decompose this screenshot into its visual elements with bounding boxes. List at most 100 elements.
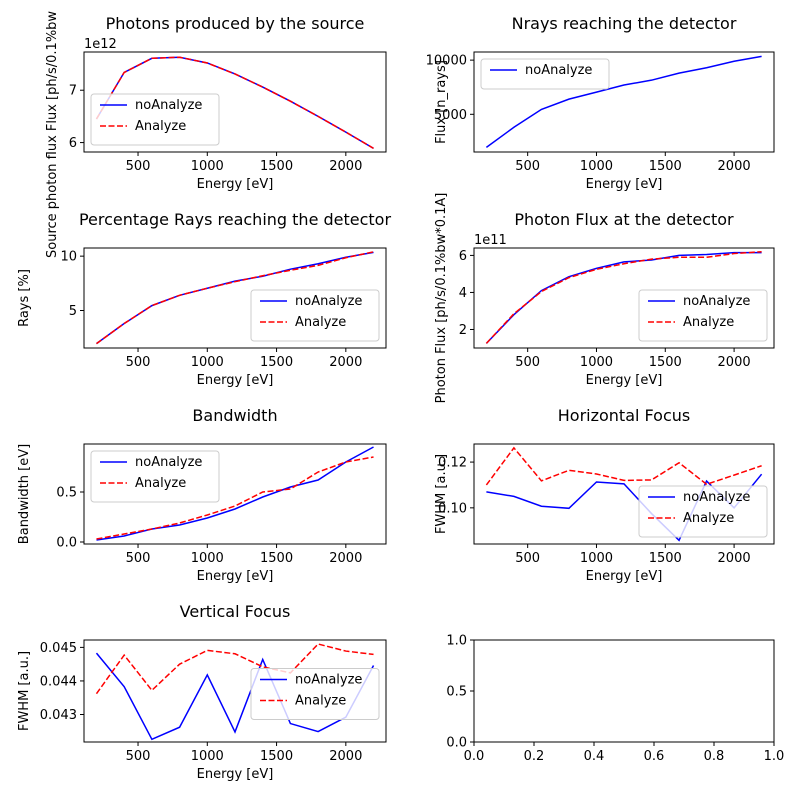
y-axis-label: FWHM [a.u.] — [434, 454, 449, 534]
x-tick-label: 2000 — [718, 551, 751, 566]
subplot-title: Vertical Focus — [180, 602, 291, 621]
legend-label: noAnalyze — [525, 63, 592, 78]
x-tick-label: 1000 — [191, 355, 224, 370]
x-axis-label: Energy [eV] — [586, 373, 663, 388]
legend-box — [638, 485, 768, 538]
y-tick-label: 0.10 — [438, 501, 467, 516]
x-tick-label: 500 — [515, 159, 540, 174]
y-tick-label: 2 — [459, 323, 467, 338]
offset-text: 1e11 — [474, 233, 507, 248]
y-tick-label: 0.12 — [438, 456, 467, 471]
legend-box — [250, 289, 380, 342]
x-tick-label: 500 — [126, 749, 151, 764]
x-tick-label: 0.6 — [644, 749, 665, 764]
subplot-title: Nrays reaching the detector — [512, 14, 737, 33]
x-axis-label: Energy [eV] — [586, 177, 663, 192]
x-tick-label: 1000 — [580, 551, 613, 566]
series-line-analyze — [96, 456, 374, 540]
subplot-3: 500 1000 1500 2000 5 10 Percentage Rays reachi… — [17, 210, 391, 388]
series-line-analyze — [485, 250, 762, 344]
legend-label: Analyze — [295, 694, 346, 709]
y-tick-label: 0.043 — [40, 708, 77, 723]
subplot-4: 500 1000 1500 2000 2 4 6 Photon Flux at the det… — [434, 193, 775, 403]
legend: noAnalyze Analyze — [250, 668, 380, 720]
y-tick-label: 6 — [69, 136, 77, 151]
x-tick-label: 1500 — [260, 551, 293, 566]
legend-label: noAnalyze — [295, 294, 362, 309]
y-tick-label: 10 — [60, 250, 77, 265]
y-tick-label: 0.045 — [40, 641, 77, 656]
x-tick-label: 1500 — [649, 159, 682, 174]
legend-box — [90, 93, 220, 146]
y-axis-label: Bandwidth [eV] — [17, 444, 32, 544]
y-tick-label: 5000 — [434, 108, 467, 123]
subplot-7: 500 1000 1500 2000 0.043 0.044 0.045 Vertical F… — [17, 602, 387, 782]
axes-frame — [473, 639, 775, 743]
x-axis-label: Energy [eV] — [586, 569, 663, 584]
series-line-analyze — [95, 56, 374, 149]
x-tick-label: 1000 — [580, 355, 613, 370]
y-tick-label: 7 — [69, 84, 77, 99]
y-tick-label: 1.0 — [446, 634, 467, 649]
legend-label: Analyze — [683, 511, 734, 526]
y-tick-label: 6 — [459, 249, 467, 264]
subplot-5: 500 1000 1500 2000 0.0 0.5 Bandwidth Energy [eV… — [17, 406, 387, 584]
y-axis-label: Flux [n_rays] — [434, 60, 449, 144]
series-line-analyze — [96, 251, 374, 345]
y-axis-label: Rays [%] — [17, 269, 32, 327]
x-tick-label: 2000 — [329, 749, 362, 764]
legend-label: Analyze — [295, 315, 346, 330]
x-axis-label: Energy [eV] — [197, 373, 274, 388]
x-tick-label: 1.0 — [764, 749, 785, 764]
series-line-noanalyze — [95, 652, 375, 741]
legend: noAnalyze Analyze — [90, 450, 220, 503]
y-tick-label: 10000 — [426, 54, 467, 69]
axes-frame — [83, 639, 387, 743]
axes-frame — [83, 51, 387, 153]
x-tick-label: 1000 — [580, 159, 613, 174]
legend-box — [250, 668, 380, 720]
x-tick-label: 500 — [126, 355, 151, 370]
series-line-noanalyze — [485, 55, 762, 148]
subplot-title: Percentage Rays reaching the detector — [79, 210, 392, 229]
legend-box — [638, 289, 768, 342]
x-axis-label: Energy [eV] — [197, 177, 274, 192]
subplot-title: Photon Flux at the detector — [514, 210, 734, 229]
legend: noAnalyze Analyze — [638, 289, 768, 342]
x-tick-label: 1000 — [191, 159, 224, 174]
legend-label: noAnalyze — [295, 673, 362, 688]
x-tick-label: 500 — [126, 159, 151, 174]
axes-frame — [83, 443, 387, 545]
subplot-6: 500 1000 1500 2000 0.10 0.12 Horizontal Focus E… — [434, 406, 775, 584]
x-tick-label: 1500 — [649, 551, 682, 566]
legend-label: noAnalyze — [683, 490, 750, 505]
subplot-1: 500 1000 1500 2000 6 7 Photons produced by the… — [45, 11, 387, 258]
x-axis-label: Energy [eV] — [197, 767, 274, 782]
subplot-2: 500 1000 1500 2000 5000 10000 Nrays reaching t… — [426, 14, 775, 192]
legend-label: noAnalyze — [683, 294, 750, 309]
y-tick-label: 0.5 — [446, 685, 467, 700]
x-tick-label: 1000 — [191, 749, 224, 764]
axes-frame — [473, 51, 775, 153]
legend: noAnalyze Analyze — [638, 485, 768, 538]
x-tick-label: 2000 — [329, 159, 362, 174]
subplot-title: Horizontal Focus — [558, 406, 690, 425]
legend-box — [480, 58, 610, 90]
y-tick-label: 4 — [459, 286, 467, 301]
legend-box — [90, 450, 220, 503]
x-tick-label: 0.0 — [464, 749, 485, 764]
x-tick-label: 2000 — [718, 355, 751, 370]
x-tick-label: 1500 — [260, 749, 293, 764]
legend: noAnalyze Analyze — [90, 93, 220, 146]
y-axis-label: FWHM [a.u.] — [17, 651, 32, 731]
legend-label: noAnalyze — [135, 455, 202, 470]
series-line-analyze — [485, 446, 762, 486]
x-tick-label: 1500 — [260, 355, 293, 370]
y-tick-label: 0.0 — [446, 736, 467, 751]
subplot-title: Bandwidth — [192, 406, 277, 425]
y-tick-label: 0.5 — [56, 486, 77, 501]
x-axis-label: Energy [eV] — [197, 569, 274, 584]
y-tick-label: 0.044 — [40, 674, 77, 689]
legend-label: Analyze — [683, 315, 734, 330]
